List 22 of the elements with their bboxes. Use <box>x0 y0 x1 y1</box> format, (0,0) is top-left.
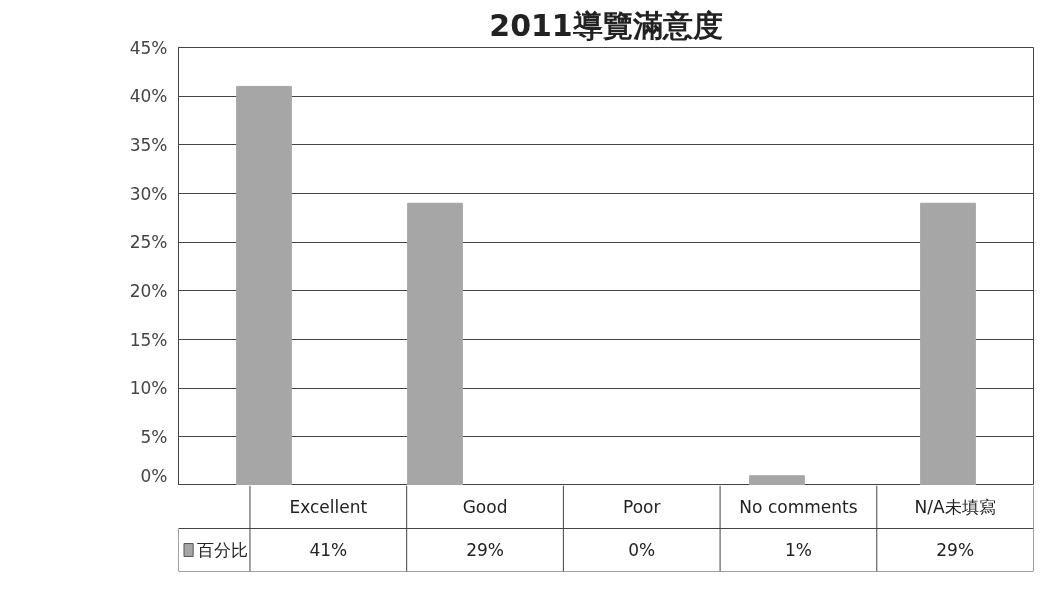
y-tick-label: 40% <box>129 86 168 107</box>
x-tick-label: N/A未填寫 <box>914 497 996 517</box>
text: 29% <box>466 540 504 560</box>
y-tick-label: 0% <box>140 465 168 486</box>
y-tick-label: 25% <box>129 232 168 253</box>
legend-label: 百分比 <box>196 540 248 560</box>
y-tick-label: 5% <box>140 426 168 447</box>
x-tick-label: Good <box>462 497 508 517</box>
text: 0% <box>628 540 656 560</box>
x-tick-label: Excellent <box>289 497 368 517</box>
y-tick-label: 30% <box>129 183 168 204</box>
text: 1% <box>784 540 812 560</box>
y-tick-label: 45% <box>129 37 168 58</box>
y-tick-label: 35% <box>129 134 168 155</box>
text: 29% <box>936 540 975 560</box>
chart-title: 2011導覽滿意度 <box>489 7 723 43</box>
text: 41% <box>309 540 348 560</box>
y-tick-label: 20% <box>129 280 168 301</box>
y-tick-label: 10% <box>129 378 168 399</box>
y-tick-label: 15% <box>129 329 168 350</box>
x-tick-label: Poor <box>623 497 661 517</box>
x-tick-label: No comments <box>739 497 858 517</box>
